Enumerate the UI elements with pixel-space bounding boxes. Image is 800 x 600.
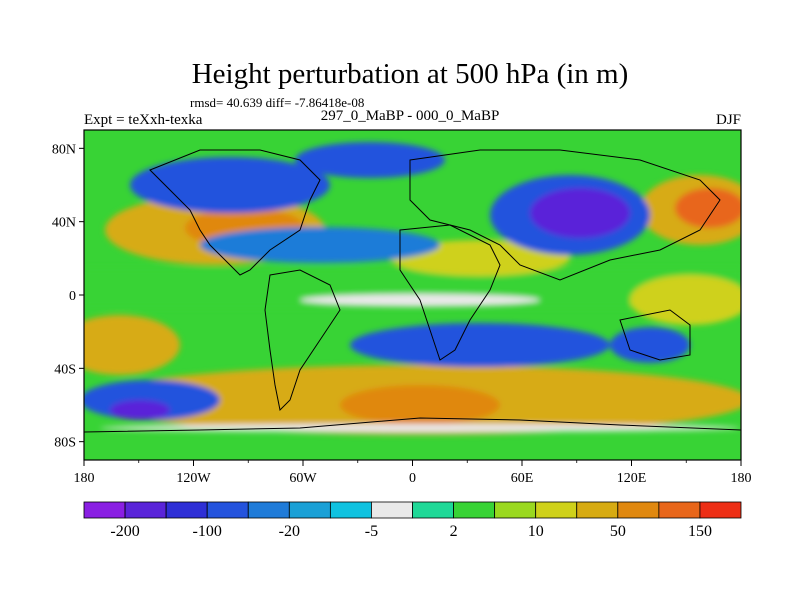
anomaly-neg-ne-core bbox=[530, 188, 630, 238]
colorbar-label: -200 bbox=[110, 523, 139, 540]
stats-line: rmsd= 40.639 diff= -7.86418e-08 bbox=[190, 95, 364, 110]
anomaly-pos-se bbox=[630, 275, 741, 325]
lat-tick-label: 40S bbox=[54, 362, 76, 377]
lon-tick-label: 120E bbox=[617, 471, 647, 486]
season-label: DJF bbox=[716, 112, 741, 128]
anomaly-neg-sw-core bbox=[110, 400, 170, 420]
colorbar-swatch bbox=[412, 501, 454, 519]
colorbar-label: 150 bbox=[688, 523, 712, 540]
anomaly-neg-n2 bbox=[295, 142, 445, 178]
colorbar-swatch bbox=[288, 501, 331, 519]
colorbar-label: -100 bbox=[193, 523, 222, 540]
colorbar-swatch bbox=[206, 501, 249, 519]
colorbar-swatch bbox=[124, 501, 167, 519]
lon-tick-label: 120W bbox=[176, 471, 211, 486]
colorbar-swatch bbox=[247, 501, 290, 519]
colorbar-swatch bbox=[329, 501, 372, 519]
lon-axis: 180 120W 60W 0 60E 120E 180 bbox=[74, 460, 752, 486]
colorbar-swatch bbox=[535, 501, 578, 519]
lat-axis: 80N 40N 0 40S 80S bbox=[52, 142, 84, 451]
lon-tick-label: 60W bbox=[289, 471, 317, 486]
coast-eurasia bbox=[409, 149, 721, 281]
colorbar-swatch bbox=[83, 501, 126, 519]
experiment-label: Expt = teXxh-texka bbox=[84, 112, 203, 128]
lon-tick-label: 180 bbox=[731, 471, 752, 486]
colorbar-label: -20 bbox=[279, 523, 300, 540]
colorbar: -200 -100 -20 -5 2 10 50 150 bbox=[83, 501, 742, 540]
colorbar-swatch bbox=[165, 501, 208, 519]
colorbar-swatch bbox=[453, 501, 496, 519]
anomaly-pos-sw bbox=[84, 315, 180, 375]
coast-antarctica bbox=[84, 417, 741, 433]
coast-south-america bbox=[264, 269, 341, 412]
figure-title: Height perturbation at 500 hPa (in m) bbox=[192, 58, 629, 90]
colorbar-swatch bbox=[699, 501, 742, 519]
colorbar-label: 2 bbox=[450, 523, 458, 540]
coast-africa bbox=[399, 224, 501, 361]
lat-tick-label: 80N bbox=[52, 142, 76, 157]
colorbar-swatch bbox=[494, 501, 537, 519]
anomaly-zero-south bbox=[100, 424, 740, 432]
lon-tick-label: 180 bbox=[74, 471, 95, 486]
colorbar-label: 50 bbox=[610, 523, 626, 540]
anomaly-pos-s-core bbox=[340, 385, 500, 425]
colorbar-swatch bbox=[617, 501, 660, 519]
lat-tick-label: 40N bbox=[52, 216, 76, 231]
comparison-label: 297_0_MaBP - 000_0_MaBP bbox=[321, 108, 500, 124]
coast-australia bbox=[619, 309, 691, 361]
lon-tick-label: 60E bbox=[511, 471, 534, 486]
anomaly-neg-tropics bbox=[200, 227, 440, 263]
anomaly-neg-n1 bbox=[130, 157, 330, 213]
colorbar-label: 10 bbox=[528, 523, 544, 540]
colorbar-swatch bbox=[658, 501, 701, 519]
lat-tick-label: 0 bbox=[69, 289, 76, 304]
colorbar-label: -5 bbox=[365, 523, 378, 540]
coast-north-america bbox=[149, 149, 321, 276]
coastlines bbox=[84, 149, 741, 433]
colorbar-swatch bbox=[576, 501, 619, 519]
colorbar-swatch bbox=[371, 501, 413, 519]
anomaly-neg-s1 bbox=[350, 323, 610, 367]
field-map bbox=[84, 130, 741, 460]
anomaly-pos-ne-core bbox=[675, 188, 741, 228]
anomaly-neg-se bbox=[610, 327, 690, 363]
lon-tick-label: 0 bbox=[409, 471, 416, 486]
lat-tick-label: 80S bbox=[54, 436, 76, 451]
